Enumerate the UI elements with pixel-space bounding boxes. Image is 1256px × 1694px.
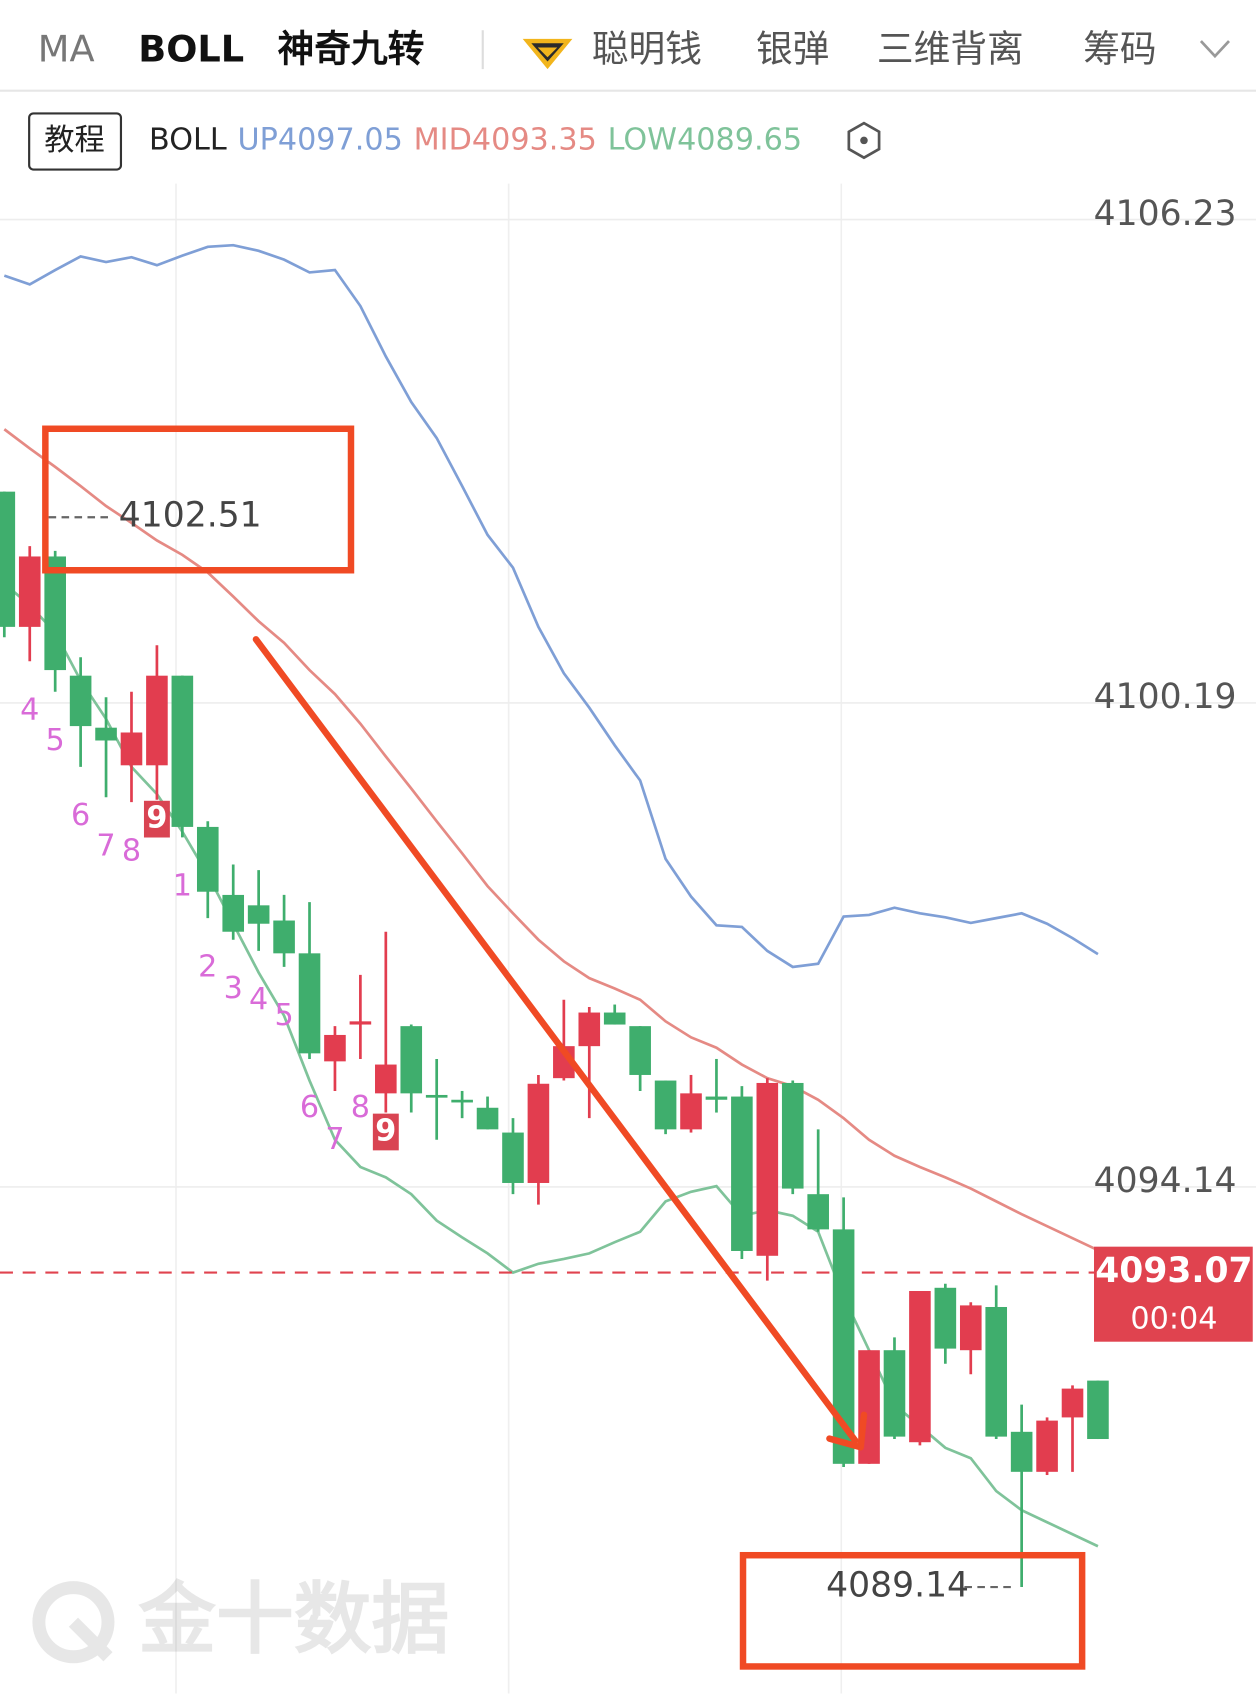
candle-body (578, 1012, 601, 1047)
td-count: 9 (146, 801, 167, 836)
td-count: 8 (122, 833, 141, 868)
candle-body (705, 1096, 728, 1100)
tab[interactable]: 聪明钱 (592, 27, 702, 70)
candle-body (934, 1287, 957, 1349)
td-count: 2 (198, 949, 217, 984)
candle-body (146, 675, 168, 766)
td-count: 7 (325, 1122, 344, 1157)
high-marker: 4102.51 (119, 496, 262, 536)
annotation-arrow (252, 636, 859, 1444)
candle-body (1061, 1388, 1084, 1418)
band-name: MID (414, 122, 472, 157)
y-tick-label: 4100.19 (1094, 677, 1237, 717)
candle-body (680, 1093, 702, 1130)
td-count: 8 (351, 1090, 370, 1125)
indicator-name: BOLL (149, 122, 227, 157)
band-line (3, 428, 1099, 1252)
candle-body (909, 1290, 931, 1443)
tab[interactable]: 神奇九转 (278, 27, 425, 70)
candle-body (451, 1099, 473, 1103)
tutorial-button[interactable]: 教程 (44, 123, 104, 158)
td-count: 5 (46, 723, 65, 758)
band-value: 4089.65 (677, 122, 802, 157)
tab[interactable]: 筹码 (1083, 27, 1156, 70)
candle-body (1087, 1380, 1109, 1440)
td-count: 6 (300, 1090, 319, 1125)
candle-body (196, 826, 219, 892)
candle-body (247, 905, 270, 924)
candle-body (44, 556, 66, 671)
tab[interactable]: BOLL (138, 27, 244, 70)
candle-body (629, 1026, 651, 1075)
td-count: 4 (249, 982, 268, 1017)
tutorial-button-frame[interactable] (28, 112, 123, 171)
candle-body (298, 953, 321, 1054)
td-count: 6 (71, 798, 90, 833)
candle-body (1010, 1431, 1033, 1472)
band-name: LOW (608, 122, 677, 157)
tab[interactable]: MA (38, 27, 95, 70)
candle-body (375, 1064, 397, 1094)
td-box (372, 1113, 399, 1151)
last-price-label: 4093.07 (1095, 1251, 1252, 1291)
candle-body (273, 920, 295, 954)
low-marker: 4089.14 (826, 1566, 969, 1606)
y-tick-label: 4106.23 (1094, 194, 1237, 234)
candle-body (425, 1094, 448, 1098)
tab[interactable]: 银弹 (756, 27, 829, 70)
td-count: 1 (173, 868, 192, 903)
td-count: 7 (96, 828, 115, 863)
td-box (143, 800, 170, 838)
candle-body (1036, 1420, 1058, 1472)
candle-body (756, 1082, 779, 1256)
candle-body (324, 1034, 346, 1062)
band-value: 4093.35 (472, 122, 597, 157)
band-line (3, 243, 1099, 969)
watermark: 金十数据 (137, 1575, 449, 1665)
candle-body (527, 1083, 550, 1183)
countdown: 00:04 (1130, 1302, 1217, 1337)
td-count: 9 (375, 1114, 396, 1149)
candle-body (807, 1194, 829, 1230)
candle-body (18, 556, 41, 627)
candle-body (781, 1082, 804, 1189)
diamond-icon (522, 38, 573, 70)
watermark-logo (32, 1581, 115, 1664)
candle-body (120, 732, 143, 766)
annotation-box (42, 425, 355, 574)
candle-body (502, 1132, 524, 1183)
band-value: 4097.05 (278, 122, 403, 157)
candle-body (222, 894, 245, 932)
candle-body (654, 1080, 677, 1130)
candle-body (476, 1107, 499, 1130)
candle-body (0, 491, 16, 627)
td-count: 4 (20, 692, 39, 727)
band-name: UP (238, 122, 278, 157)
candle-body (959, 1305, 982, 1351)
candle-body (69, 675, 92, 727)
candle-body (832, 1229, 855, 1464)
indicator-readout: BOLL UP4097.05 MID4093.35 LOW4089.65 (149, 122, 802, 157)
settings-icon[interactable] (847, 121, 881, 160)
candle-body (95, 727, 117, 741)
candle-body (985, 1306, 1008, 1437)
candle-body (883, 1350, 906, 1437)
annotation-arrowhead (826, 1411, 868, 1451)
more-chevron[interactable] (1199, 40, 1230, 59)
candle-body (349, 1021, 372, 1025)
candle-body (731, 1096, 753, 1251)
candle-body (171, 675, 194, 827)
td-count: 5 (274, 998, 293, 1033)
candle-body (603, 1012, 626, 1025)
last-price-box (1094, 1246, 1253, 1342)
candle-body (400, 1026, 423, 1094)
y-tick-label: 4094.14 (1094, 1161, 1237, 1201)
tab[interactable]: 三维背离 (877, 27, 1024, 70)
td-count: 3 (224, 971, 243, 1006)
annotation-box (739, 1551, 1086, 1670)
